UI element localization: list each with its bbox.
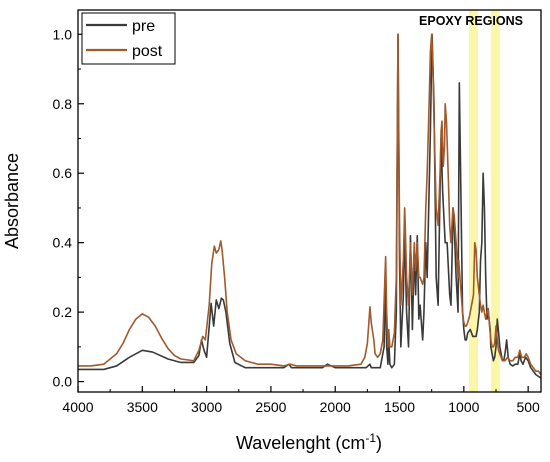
series-line-post xyxy=(78,33,542,376)
epoxy-regions-annotation: EPOXY REGIONS xyxy=(419,14,523,28)
y-axis-title: Absorbance xyxy=(2,153,22,249)
x-axis-title-end: ) xyxy=(376,433,382,453)
y-tick-label-0.6: 0.6 xyxy=(53,165,73,181)
epoxy-band-1 xyxy=(490,10,500,392)
plot-frame xyxy=(77,9,542,393)
legend-box xyxy=(81,12,176,65)
series-layer xyxy=(78,33,542,379)
x-axis-title-main: Wavelenght (cm xyxy=(236,433,365,453)
epoxy-band-0 xyxy=(468,10,478,392)
x-tick-label-1000: 1000 xyxy=(448,399,479,415)
legend: pre post xyxy=(81,12,176,65)
x-tick-label-2000: 2000 xyxy=(320,399,351,415)
y-tick-label-0.2: 0.2 xyxy=(53,304,73,320)
x-tick-label-3500: 3500 xyxy=(127,399,158,415)
x-tick-label-4000: 4000 xyxy=(62,399,93,415)
y-tick-label-0.0: 0.0 xyxy=(53,374,73,390)
highlight-bands xyxy=(468,10,500,392)
x-tick-label-500: 500 xyxy=(516,399,540,415)
legend-label-pre: pre xyxy=(132,18,155,35)
x-axis-title-superscript: -1 xyxy=(365,431,376,445)
y-tick-label-0.4: 0.4 xyxy=(53,235,73,251)
x-axis-title: Wavelenght (cm-1) xyxy=(236,431,382,453)
x-axis-ticks: 4000 3500 3000 2500 2000 1500 1000 500 xyxy=(62,386,540,415)
y-tick-label-1.0: 1.0 xyxy=(53,26,73,42)
legend-label-post: post xyxy=(132,43,163,60)
x-tick-label-1500: 1500 xyxy=(384,399,415,415)
y-axis-ticks: 0.0 0.2 0.4 0.6 0.8 1.0 xyxy=(53,26,84,390)
series-line-pre xyxy=(78,33,542,379)
y-tick-label-0.8: 0.8 xyxy=(53,96,73,112)
x-tick-label-2500: 2500 xyxy=(255,399,286,415)
x-tick-label-3000: 3000 xyxy=(191,399,222,415)
